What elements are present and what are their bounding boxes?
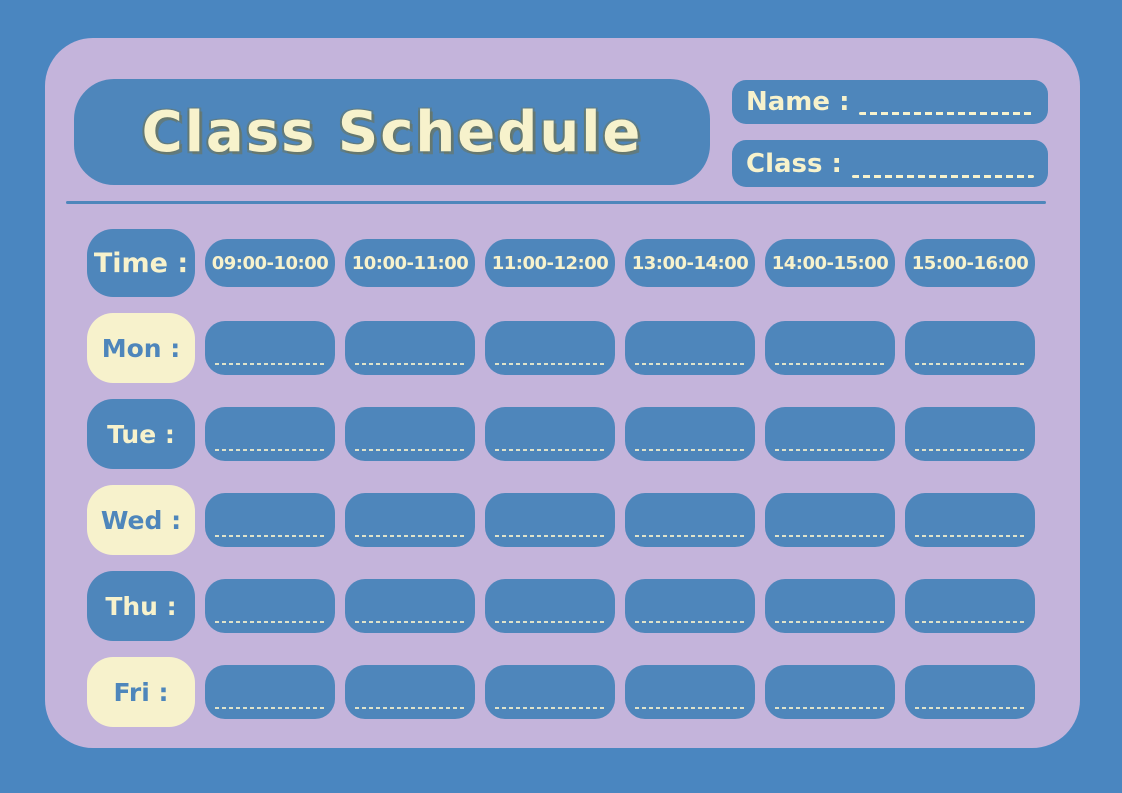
write-line xyxy=(915,449,1025,451)
write-line xyxy=(635,449,745,451)
title-banner: Class Schedule xyxy=(74,79,710,185)
cell-mon-1400[interactable] xyxy=(765,321,895,375)
day-label-text: Tue : xyxy=(107,419,175,449)
write-line xyxy=(495,707,605,709)
cell-wed-1100[interactable] xyxy=(485,493,615,547)
cell-fri-1400[interactable] xyxy=(765,665,895,719)
write-line xyxy=(215,363,325,365)
cell-wed-0900[interactable] xyxy=(205,493,335,547)
write-line xyxy=(635,621,745,623)
write-line xyxy=(635,707,745,709)
cell-thu-1100[interactable] xyxy=(485,579,615,633)
page-title: Class Schedule xyxy=(141,99,643,165)
write-line xyxy=(355,363,465,365)
cell-tue-1500[interactable] xyxy=(905,407,1035,461)
time-slot-text: 10:00-11:00 xyxy=(351,252,469,274)
cell-mon-0900[interactable] xyxy=(205,321,335,375)
cell-fri-1500[interactable] xyxy=(905,665,1035,719)
write-line xyxy=(355,707,465,709)
schedule-card: Class Schedule Name : Class : Time : 09:… xyxy=(45,38,1080,748)
write-line xyxy=(215,535,325,537)
name-field[interactable]: Name : xyxy=(732,80,1048,124)
write-line xyxy=(355,449,465,451)
write-line xyxy=(215,449,325,451)
write-line xyxy=(775,363,885,365)
cell-mon-1300[interactable] xyxy=(625,321,755,375)
cell-mon-1000[interactable] xyxy=(345,321,475,375)
write-line xyxy=(915,363,1025,365)
day-label-text: Fri : xyxy=(113,677,169,707)
time-slot-header-1100: 11:00-12:00 xyxy=(485,239,615,287)
time-slot-header-0900: 09:00-10:00 xyxy=(205,239,335,287)
write-line xyxy=(495,449,605,451)
time-slot-header-1400: 14:00-15:00 xyxy=(765,239,895,287)
cell-wed-1300[interactable] xyxy=(625,493,755,547)
cell-thu-1500[interactable] xyxy=(905,579,1035,633)
time-slot-text: 11:00-12:00 xyxy=(491,252,609,274)
name-label: Name : xyxy=(746,87,850,117)
cell-tue-1400[interactable] xyxy=(765,407,895,461)
write-line xyxy=(775,535,885,537)
cell-thu-1300[interactable] xyxy=(625,579,755,633)
write-line xyxy=(215,621,325,623)
day-label-mon: Mon : xyxy=(87,313,195,383)
cell-fri-1000[interactable] xyxy=(345,665,475,719)
write-line xyxy=(355,535,465,537)
write-line xyxy=(915,707,1025,709)
schedule-grid: Time : 09:00-10:00 10:00-11:00 11:00-12:… xyxy=(87,229,1035,727)
cell-thu-1000[interactable] xyxy=(345,579,475,633)
time-slot-text: 09:00-10:00 xyxy=(211,252,329,274)
write-line xyxy=(775,449,885,451)
day-label-thu: Thu : xyxy=(87,571,195,641)
cell-wed-1400[interactable] xyxy=(765,493,895,547)
write-line xyxy=(495,535,605,537)
cell-fri-1300[interactable] xyxy=(625,665,755,719)
write-line xyxy=(915,535,1025,537)
day-label-text: Mon : xyxy=(101,333,181,363)
cell-tue-1100[interactable] xyxy=(485,407,615,461)
cell-tue-0900[interactable] xyxy=(205,407,335,461)
cell-mon-1500[interactable] xyxy=(905,321,1035,375)
write-line xyxy=(775,621,885,623)
cell-wed-1000[interactable] xyxy=(345,493,475,547)
write-line xyxy=(495,363,605,365)
write-line xyxy=(915,621,1025,623)
cell-wed-1500[interactable] xyxy=(905,493,1035,547)
day-label-wed: Wed : xyxy=(87,485,195,555)
time-slot-text: 14:00-15:00 xyxy=(771,252,889,274)
time-header-label: Time : xyxy=(87,229,195,297)
cell-thu-1400[interactable] xyxy=(765,579,895,633)
write-line xyxy=(775,707,885,709)
name-write-line xyxy=(859,112,1034,115)
write-line xyxy=(495,621,605,623)
day-label-text: Thu : xyxy=(105,591,177,621)
day-label-fri: Fri : xyxy=(87,657,195,727)
cell-fri-0900[interactable] xyxy=(205,665,335,719)
time-slot-text: 13:00-14:00 xyxy=(631,252,749,274)
write-line xyxy=(635,363,745,365)
class-write-line xyxy=(851,175,1034,178)
time-slot-header-1500: 15:00-16:00 xyxy=(905,239,1035,287)
time-slot-text: 15:00-16:00 xyxy=(911,252,1029,274)
day-label-text: Wed : xyxy=(100,505,182,535)
cell-tue-1000[interactable] xyxy=(345,407,475,461)
class-field[interactable]: Class : xyxy=(732,140,1048,187)
time-slot-header-1300: 13:00-14:00 xyxy=(625,239,755,287)
cell-mon-1100[interactable] xyxy=(485,321,615,375)
write-line xyxy=(215,707,325,709)
divider-line xyxy=(66,201,1046,204)
write-line xyxy=(355,621,465,623)
class-label: Class : xyxy=(746,148,842,179)
day-label-tue: Tue : xyxy=(87,399,195,469)
time-header-text: Time : xyxy=(93,247,189,279)
cell-thu-0900[interactable] xyxy=(205,579,335,633)
write-line xyxy=(635,535,745,537)
cell-tue-1300[interactable] xyxy=(625,407,755,461)
time-slot-header-1000: 10:00-11:00 xyxy=(345,239,475,287)
cell-fri-1100[interactable] xyxy=(485,665,615,719)
